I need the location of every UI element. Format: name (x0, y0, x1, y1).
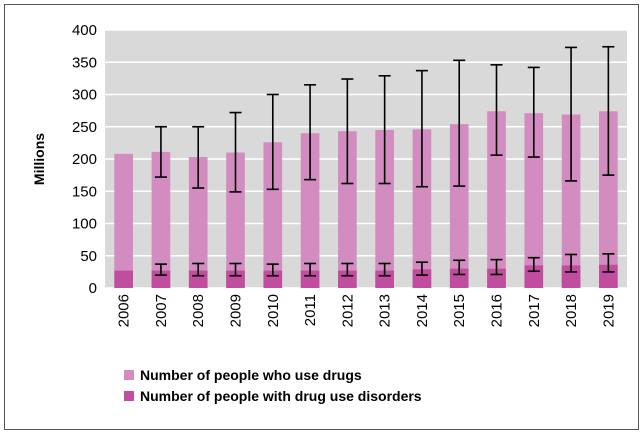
x-tick-label: 2015 (451, 294, 468, 327)
bar-people-who-use-drugs-2010 (263, 142, 283, 288)
error-bar-disorder-2011 (304, 262, 317, 277)
bars (114, 111, 618, 289)
y-tick-label: 250 (72, 119, 97, 136)
error-bar-disorder-2013 (378, 262, 391, 277)
legend-swatch (124, 370, 134, 380)
error-bar-use-2009 (229, 111, 242, 193)
error-bar-disorder-2007 (154, 263, 167, 276)
x-tick-label: 2008 (190, 294, 207, 327)
x-tick-label: 2013 (377, 294, 394, 327)
x-tick-label: 2011 (302, 294, 319, 326)
error-bar-use-2019 (602, 45, 615, 176)
error-bar-disorder-2009 (229, 262, 242, 277)
y-tick-label: 100 (72, 216, 97, 233)
error-bar-use-2008 (192, 125, 205, 189)
bar-drug-use-disorders-2019 (599, 264, 618, 288)
bar-people-who-use-drugs-2012 (338, 131, 357, 288)
bar-people-who-use-drugs-2018 (561, 114, 581, 289)
legend-label: Number of people with drug use disorders (140, 388, 422, 404)
x-tick-label: 2018 (563, 294, 580, 327)
error-bar-use-2013 (378, 74, 391, 185)
bar-people-who-use-drugs-2009 (226, 152, 245, 288)
bar-drug-use-disorders-2016 (487, 268, 506, 288)
error-bar-use-2011 (304, 84, 317, 181)
error-bar-disorder-2016 (490, 258, 503, 276)
x-tick-label: 2009 (228, 294, 245, 327)
error-bar-use-2016 (490, 64, 503, 156)
error-bar-use-2018 (565, 46, 578, 182)
error-bar-disorder-2015 (453, 259, 466, 276)
error-bar-use-2010 (266, 93, 279, 191)
error-bar-disorder-2010 (266, 263, 279, 277)
y-tick-label: 350 (72, 54, 97, 71)
bar-drug-use-disorders-2009 (226, 270, 245, 288)
legend-label: Number of people who use drugs (140, 367, 362, 383)
bar-people-who-use-drugs-2011 (300, 133, 320, 288)
bar-drug-use-disorders-2011 (300, 270, 320, 288)
error-bar-disorder-2008 (192, 262, 205, 277)
error-bar-use-2014 (415, 69, 428, 188)
error-bars (154, 45, 615, 277)
bar-drug-use-disorders-2006 (114, 270, 133, 288)
x-tick-label: 2019 (600, 294, 617, 327)
bar-people-who-use-drugs-2006 (114, 153, 133, 288)
error-bar-disorder-2012 (341, 262, 354, 277)
error-bar-disorder-2019 (602, 253, 615, 273)
error-bar-use-2015 (453, 59, 466, 187)
bar-drug-use-disorders-2014 (412, 269, 432, 288)
error-bar-disorder-2017 (527, 256, 540, 273)
x-tick-label: 2014 (414, 294, 431, 327)
bar-drug-use-disorders-2012 (338, 270, 357, 288)
y-tick-label: 0 (89, 280, 97, 297)
x-tick-label: 2012 (339, 294, 356, 327)
error-bar-disorder-2014 (415, 261, 428, 276)
bar-people-who-use-drugs-2007 (151, 151, 171, 288)
x-tick-label: 2010 (265, 294, 282, 327)
bar-people-who-use-drugs-2015 (449, 124, 469, 288)
bar-drug-use-disorders-2010 (263, 270, 283, 288)
error-bar-use-2017 (527, 66, 540, 158)
x-tick-label: 2016 (489, 294, 506, 327)
y-axis-label: Millions (31, 133, 47, 185)
bar-drug-use-disorders-2013 (375, 270, 394, 288)
error-bar-disorder-2018 (565, 253, 578, 273)
bar-drug-use-disorders-2008 (188, 270, 208, 288)
error-bar-use-2007 (154, 125, 167, 178)
bar-people-who-use-drugs-2013 (375, 129, 394, 288)
y-tick-label: 150 (72, 183, 97, 200)
y-tick-label: 200 (72, 151, 97, 168)
x-axis-ticks: 2006 2007 2008 2009 2010 2011 2012 2013 2014 2015… (116, 294, 618, 327)
legend-swatch (124, 391, 134, 401)
y-tick-label: 300 (72, 87, 97, 104)
legend: Number of people who use drugs Number of … (124, 367, 422, 404)
x-tick-label: 2007 (153, 294, 170, 327)
y-tick-label: 400 (72, 22, 97, 39)
x-tick-label: 2017 (526, 294, 543, 327)
y-axis-ticks: 0 50 100 150 200 250 300 350 400 (72, 22, 97, 297)
bar-people-who-use-drugs-2008 (188, 157, 208, 288)
bar-drug-use-disorders-2018 (561, 265, 581, 288)
bar-people-who-use-drugs-2019 (599, 111, 618, 289)
y-tick-label: 50 (80, 248, 97, 265)
x-tick-label: 2006 (116, 294, 133, 327)
bar-drug-use-disorders-2015 (449, 268, 469, 288)
error-bar-use-2012 (341, 78, 354, 185)
bar-people-who-use-drugs-2014 (412, 129, 432, 288)
